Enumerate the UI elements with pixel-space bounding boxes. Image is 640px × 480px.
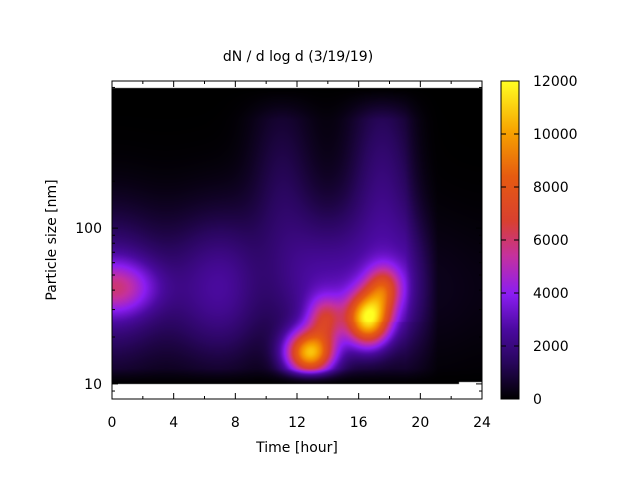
colorbar-tick-label: 2000 xyxy=(533,339,569,355)
x-tick-label: 12 xyxy=(288,415,306,431)
chart-title: dN / d log d (3/19/19) xyxy=(223,49,373,65)
colorbar-tick-label: 0 xyxy=(533,392,542,408)
colorbar-tick-label: 4000 xyxy=(533,286,569,302)
colorbar-tick-label: 10000 xyxy=(533,127,578,143)
x-tick-label: 4 xyxy=(169,415,178,431)
y-axis-label: Particle size [nm] xyxy=(44,179,60,300)
y-tick-label: 10 xyxy=(84,377,102,393)
x-tick-label: 20 xyxy=(411,415,429,431)
colorbar-axis: 0 2000 4000 6000 8000 10000 12000 xyxy=(501,74,578,408)
y-axis: 10 100 xyxy=(75,86,482,400)
x-axis: 0 4 8 12 16 20 24 xyxy=(108,81,491,431)
colorbar-tick-label: 8000 xyxy=(533,180,569,196)
x-tick-label: 8 xyxy=(231,415,240,431)
heatmap-canvas xyxy=(112,81,482,399)
y-tick-label: 100 xyxy=(75,221,102,237)
colorbar-tick-label: 6000 xyxy=(533,233,569,249)
heatmap-canvas-holder xyxy=(112,81,482,399)
x-tick-label: 0 xyxy=(108,415,117,431)
heatmap-area xyxy=(112,81,482,399)
x-tick-label: 24 xyxy=(473,415,491,431)
colorbar-tick-label: 12000 xyxy=(533,74,578,90)
x-tick-label: 16 xyxy=(350,415,368,431)
x-axis-label: Time [hour] xyxy=(255,440,338,456)
